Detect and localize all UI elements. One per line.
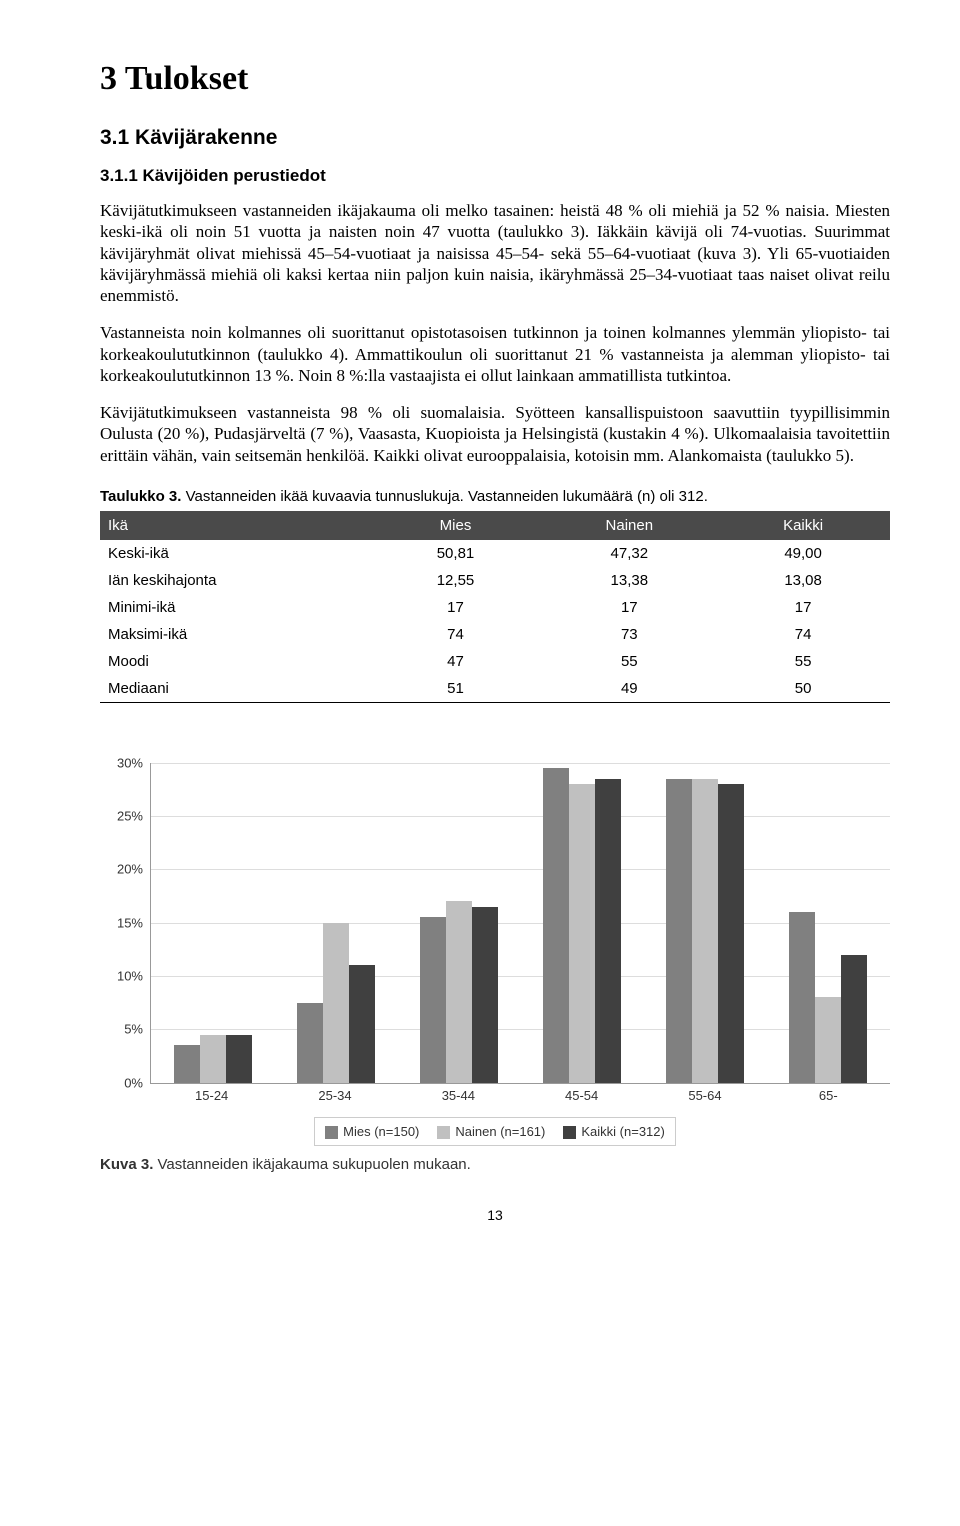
body-paragraph: Kävijätutkimukseen vastanneista 98 % oli… [100,402,890,466]
table-cell: 12,55 [369,567,543,594]
table-cell: Iän keskihajonta [100,567,369,594]
x-axis-label: 55-64 [643,1084,766,1103]
legend-item: Nainen (n=161) [437,1124,545,1139]
figure-caption: Kuva 3. Vastanneiden ikäjakauma sukupuol… [100,1156,890,1173]
table-cell: 49,00 [716,540,890,567]
bar [174,1045,200,1082]
x-axis-label: 25-34 [273,1084,396,1103]
table-cell: 50,81 [369,540,543,567]
table-cell: 50 [716,675,890,703]
bar [815,997,841,1082]
table-row: Minimi-ikä171717 [100,594,890,621]
y-axis-label: 10% [101,969,143,984]
bar-group [767,763,890,1083]
table-caption-label: Taulukko 3. [100,488,181,505]
table-cell: Maksimi-ikä [100,621,369,648]
table-row: Moodi475555 [100,648,890,675]
bar-group [397,763,520,1083]
table-cell: Keski-ikä [100,540,369,567]
bar [200,1035,226,1083]
y-axis-label: 25% [101,809,143,824]
bar [446,901,472,1082]
legend-swatch [437,1126,450,1139]
y-axis-label: 30% [101,755,143,770]
bar [472,907,498,1083]
age-stats-table: IkäMiesNainenKaikki Keski-ikä50,8147,324… [100,511,890,703]
table-cell: 47,32 [542,540,716,567]
legend-swatch [563,1126,576,1139]
x-axis-label: 65- [767,1084,890,1103]
chart-legend: Mies (n=150) Nainen (n=161) Kaikki (n=312) [314,1117,676,1146]
y-axis-label: 20% [101,862,143,877]
table-row: Iän keskihajonta12,5513,3813,08 [100,567,890,594]
table-row: Keski-ikä50,8147,3249,00 [100,540,890,567]
bar [569,784,595,1083]
table-row: Maksimi-ikä747374 [100,621,890,648]
table-caption-text: Vastanneiden ikää kuvaavia tunnuslukuja.… [181,488,707,505]
table-cell: 13,08 [716,567,890,594]
table-cell: 74 [369,621,543,648]
table-cell: 74 [716,621,890,648]
table-header: Nainen [542,511,716,540]
section-title: 3 Tulokset [100,60,890,98]
bar-group [644,763,767,1083]
bar [349,965,375,1082]
bar-group [151,763,274,1083]
x-axis-label: 35-44 [397,1084,520,1103]
x-axis-label: 45-54 [520,1084,643,1103]
table-row: Mediaani514950 [100,675,890,703]
subsection-title: 3.1 Kävijärakenne [100,126,890,150]
bar [543,768,569,1083]
y-axis-label: 5% [101,1022,143,1037]
legend-swatch [325,1126,338,1139]
body-paragraph: Kävijätutkimukseen vastanneiden ikäjakau… [100,200,890,306]
x-axis-label: 15-24 [150,1084,273,1103]
bar [323,923,349,1083]
bar [595,779,621,1083]
bar [226,1035,252,1083]
legend-item: Kaikki (n=312) [563,1124,664,1139]
page-number: 13 [100,1207,890,1223]
bar-group [274,763,397,1083]
age-distribution-chart: 0%5%10%15%20%25%30% 15-2425-3435-4445-54… [100,763,890,1173]
bar [841,955,867,1083]
figure-caption-text: Vastanneiden ikäjakauma sukupuolen mukaa… [153,1156,470,1173]
bar-group [521,763,644,1083]
table-cell: 55 [542,648,716,675]
bar [789,912,815,1083]
table-header: Mies [369,511,543,540]
bar [297,1003,323,1083]
y-axis-label: 15% [101,915,143,930]
table-cell: Minimi-ikä [100,594,369,621]
body-paragraph: Vastanneista noin kolmannes oli suoritta… [100,322,890,386]
bar [692,779,718,1083]
table-cell: Moodi [100,648,369,675]
table-header: Ikä [100,511,369,540]
bar [718,784,744,1083]
legend-item: Mies (n=150) [325,1124,419,1139]
table-cell: 47 [369,648,543,675]
table-header: Kaikki [716,511,890,540]
bar [666,779,692,1083]
table-cell: 73 [542,621,716,648]
table-cell: 17 [542,594,716,621]
subsubsection-title: 3.1.1 Kävijöiden perustiedot [100,166,890,186]
table-cell: 13,38 [542,567,716,594]
table-cell: 51 [369,675,543,703]
y-axis-label: 0% [101,1075,143,1090]
table-cell: Mediaani [100,675,369,703]
bar [420,917,446,1082]
table-caption: Taulukko 3. Vastanneiden ikää kuvaavia t… [100,488,890,505]
table-cell: 49 [542,675,716,703]
table-cell: 55 [716,648,890,675]
figure-caption-label: Kuva 3. [100,1156,153,1173]
table-cell: 17 [716,594,890,621]
table-cell: 17 [369,594,543,621]
